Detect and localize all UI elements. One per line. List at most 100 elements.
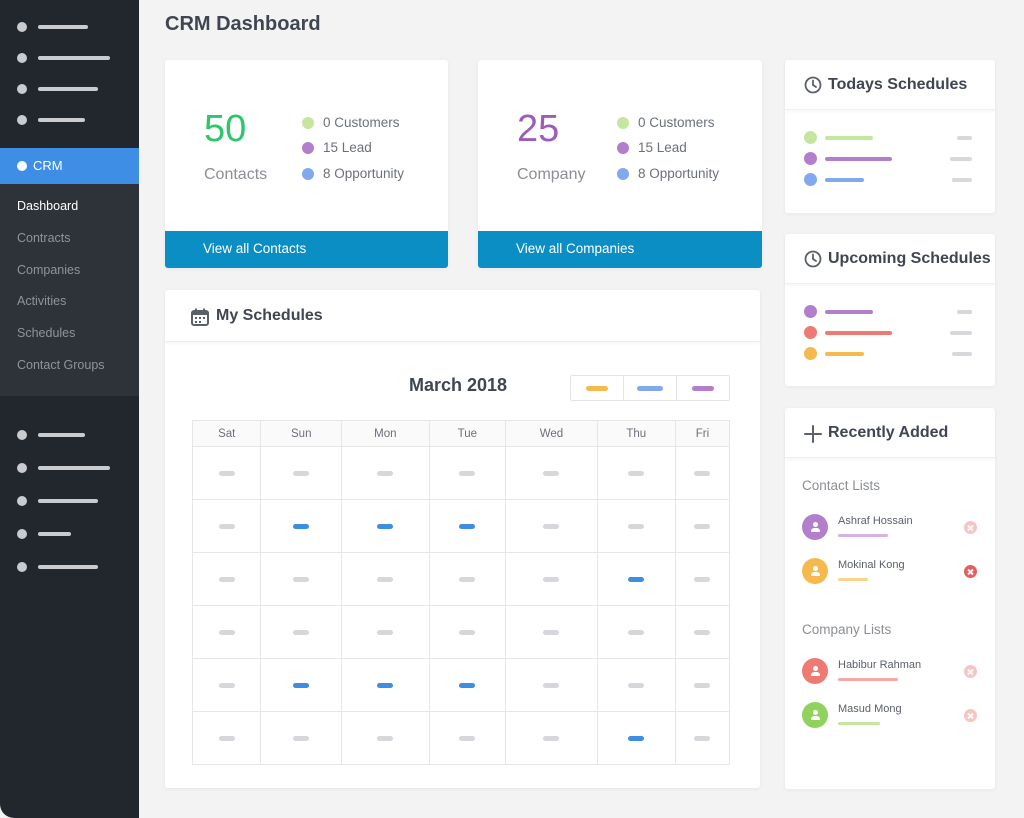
contact-list-item[interactable]: Mokinal Kong — [802, 558, 977, 586]
event-marker-active — [459, 524, 476, 529]
calendar-day[interactable] — [260, 499, 342, 553]
schedule-item[interactable] — [804, 131, 972, 145]
schedule-item[interactable] — [804, 305, 972, 319]
schedule-item[interactable] — [804, 152, 972, 166]
company-list-item[interactable]: Masud Mong — [802, 702, 977, 730]
calendar-day[interactable] — [260, 552, 342, 606]
contact-list-item[interactable]: Ashraf Hossain — [802, 514, 977, 542]
avatar — [802, 558, 828, 584]
filter-orange-button[interactable] — [571, 376, 624, 400]
calendar-day[interactable] — [505, 658, 598, 712]
calendar-day[interactable] — [191, 499, 262, 553]
sidebar-item-crm[interactable]: CRM — [0, 148, 139, 184]
event-marker — [293, 577, 310, 582]
contacts-card: 50 Contacts 0 Customers 15 Lead 8 Opport… — [165, 60, 448, 268]
calendar-day[interactable] — [674, 605, 731, 659]
calendar-day[interactable] — [505, 711, 598, 765]
calendar-day[interactable] — [428, 552, 507, 606]
calendar-day[interactable] — [260, 711, 342, 765]
blue-dot-icon — [302, 168, 314, 180]
calendar-day[interactable] — [260, 446, 342, 500]
event-marker-active — [628, 736, 645, 741]
calendar-day[interactable] — [340, 605, 430, 659]
view-all-companies-button[interactable]: View all Companies — [478, 231, 762, 268]
filter-blue-button[interactable] — [624, 376, 677, 400]
event-marker — [694, 683, 711, 688]
filter-purple-button[interactable] — [677, 376, 729, 400]
event-marker — [377, 471, 394, 476]
calendar-day[interactable] — [428, 499, 507, 553]
remove-icon[interactable] — [964, 565, 977, 578]
calendar-day[interactable] — [191, 605, 262, 659]
remove-icon[interactable] — [964, 665, 977, 678]
event-marker — [293, 736, 310, 741]
calendar-day[interactable] — [505, 552, 598, 606]
submenu-item-schedules[interactable]: Schedules — [17, 326, 76, 340]
remove-icon[interactable] — [964, 709, 977, 722]
remove-icon[interactable] — [964, 521, 977, 534]
schedules-title: My Schedules — [216, 307, 323, 324]
schedule-item[interactable] — [804, 173, 972, 187]
calendar-day[interactable] — [260, 658, 342, 712]
company-lists-label: Company Lists — [802, 622, 892, 637]
weekday-header: Fri — [674, 420, 731, 447]
calendar-day[interactable] — [505, 446, 598, 500]
submenu-item-contracts[interactable]: Contracts — [17, 231, 71, 245]
todays-title: Todays Schedules — [828, 76, 968, 93]
calendar-day[interactable] — [596, 552, 676, 606]
calendar-day[interactable] — [596, 605, 676, 659]
calendar-day[interactable] — [340, 711, 430, 765]
submenu-item-activities[interactable]: Activities — [17, 294, 67, 308]
calendar-grid: Sat Sun Mon Tue Wed Thu Fri — [191, 420, 731, 765]
calendar-day[interactable] — [191, 552, 262, 606]
company-list-item[interactable]: Habibur Rahman — [802, 658, 977, 686]
event-marker — [377, 630, 394, 635]
calendar-day[interactable] — [674, 552, 731, 606]
event-marker — [694, 471, 711, 476]
todays-header: Todays Schedules — [785, 60, 995, 110]
event-marker — [694, 736, 711, 741]
calendar-day[interactable] — [596, 499, 676, 553]
calendar-day[interactable] — [505, 499, 598, 553]
view-all-contacts-button[interactable]: View all Contacts — [165, 231, 448, 268]
calendar-day[interactable] — [191, 446, 262, 500]
event-marker — [218, 471, 235, 476]
calendar-day[interactable] — [596, 711, 676, 765]
calendar-day[interactable] — [191, 658, 262, 712]
person-name: Masud Mong — [838, 703, 902, 715]
calendar-day[interactable] — [428, 446, 507, 500]
contacts-count: 50 — [204, 108, 247, 150]
schedule-item[interactable] — [804, 347, 972, 361]
schedule-item[interactable] — [804, 326, 972, 340]
calendar-day[interactable] — [340, 552, 430, 606]
clock-icon — [804, 250, 822, 268]
company-count: 25 — [517, 108, 560, 150]
calendar-day[interactable] — [428, 658, 507, 712]
event-marker — [377, 577, 394, 582]
submenu-item-contact-groups[interactable]: Contact Groups — [17, 358, 105, 372]
calendar-day[interactable] — [340, 499, 430, 553]
event-marker — [628, 524, 645, 529]
event-marker-active — [377, 683, 394, 688]
calendar-day[interactable] — [505, 605, 598, 659]
event-marker-active — [293, 524, 310, 529]
submenu-item-companies[interactable]: Companies — [17, 263, 81, 277]
calendar-day[interactable] — [674, 446, 731, 500]
calendar-day[interactable] — [191, 711, 262, 765]
calendar-day[interactable] — [596, 658, 676, 712]
calendar-day[interactable] — [428, 711, 507, 765]
calendar-day[interactable] — [674, 711, 731, 765]
event-marker — [218, 683, 235, 688]
submenu-item-dashboard[interactable]: Dashboard — [17, 199, 79, 213]
person-name: Ashraf Hossain — [838, 515, 913, 527]
calendar-day[interactable] — [340, 446, 430, 500]
schedule-filter-group — [570, 375, 730, 401]
calendar-day[interactable] — [596, 446, 676, 500]
calendar-day[interactable] — [674, 499, 731, 553]
calendar-day[interactable] — [260, 605, 342, 659]
calendar-day[interactable] — [674, 658, 731, 712]
calendar-day[interactable] — [340, 658, 430, 712]
event-marker — [218, 630, 235, 635]
calendar-day[interactable] — [428, 605, 507, 659]
recently-added-panel: Recently Added Contact Lists Ashraf Hoss… — [785, 408, 995, 789]
